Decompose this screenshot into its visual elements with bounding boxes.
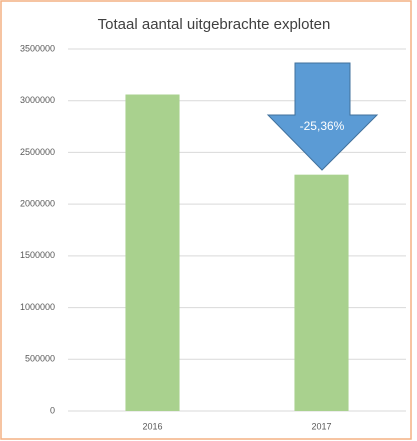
plot-area: 0 500000 1000000 1500000 2000000 2500000 30000… bbox=[20, 43, 406, 431]
y-tick-label: 0 bbox=[50, 405, 55, 415]
down-arrow bbox=[266, 62, 379, 171]
y-tick-label: 1500000 bbox=[20, 250, 55, 260]
y-tick-label: 3500000 bbox=[20, 43, 55, 53]
y-tick-label: 3000000 bbox=[20, 95, 55, 105]
y-tick-label: 2000000 bbox=[20, 199, 55, 209]
y-tick-label: 1000000 bbox=[20, 302, 55, 312]
y-tick-label: 2500000 bbox=[20, 147, 55, 157]
bar bbox=[125, 94, 180, 411]
x-tick-label: 2016 bbox=[142, 421, 162, 431]
bar bbox=[294, 174, 349, 411]
annotation: -25,36% bbox=[300, 119, 345, 133]
x-tick-label: 2017 bbox=[311, 421, 331, 431]
y-tick-label: 500000 bbox=[25, 354, 55, 364]
chart-title: Totaal aantal uitgebrachte exploten bbox=[98, 16, 331, 33]
